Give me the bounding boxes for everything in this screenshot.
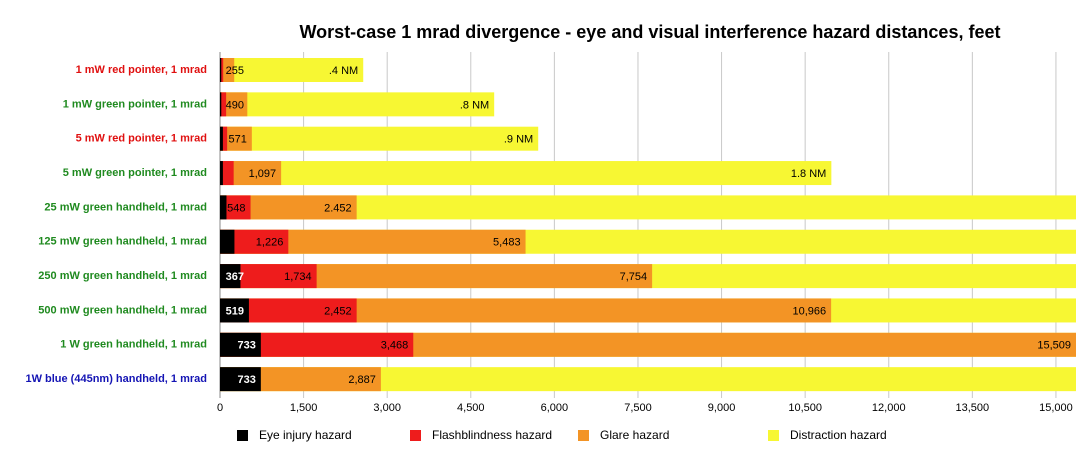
bar bbox=[220, 126, 539, 151]
data-label: 3,468 bbox=[381, 340, 409, 352]
legend-swatch bbox=[768, 430, 779, 441]
bar bbox=[220, 161, 832, 186]
data-label: 10,966 bbox=[792, 305, 826, 317]
data-label: .4 NM bbox=[329, 65, 358, 77]
legend-label: Eye injury hazard bbox=[259, 428, 352, 442]
legend-label: Flashblindness hazard bbox=[432, 428, 552, 442]
data-label: 1,097 bbox=[249, 168, 277, 180]
x-tick-label: 3,000 bbox=[373, 402, 401, 414]
data-label: 2,887 bbox=[348, 374, 376, 386]
data-label: .9 NM bbox=[504, 134, 533, 146]
data-label: 733 bbox=[237, 340, 255, 352]
bar bbox=[220, 58, 235, 82]
data-label: .8 NM bbox=[460, 99, 489, 111]
x-tick-label: 6,000 bbox=[541, 402, 569, 414]
bar bbox=[220, 367, 261, 392]
bar bbox=[220, 195, 227, 220]
bar bbox=[220, 332, 261, 357]
category-label: 1 mW green pointer, 1 mrad bbox=[63, 98, 207, 110]
bar bbox=[220, 58, 364, 82]
bar bbox=[220, 298, 249, 323]
data-label: 490 bbox=[226, 99, 244, 111]
data-label: 1,226 bbox=[256, 237, 284, 249]
x-tick-label: 4,500 bbox=[457, 402, 485, 414]
bar bbox=[220, 229, 235, 254]
plot-area bbox=[220, 58, 1076, 392]
category-label: 1 mW red pointer, 1 mrad bbox=[76, 64, 207, 76]
data-label: 5,483 bbox=[493, 237, 521, 249]
category-label: 5 mW red pointer, 1 mrad bbox=[76, 133, 207, 145]
category-label: 1 W green handheld, 1 mrad bbox=[60, 339, 207, 351]
x-tick-label: 9,000 bbox=[708, 402, 736, 414]
bar bbox=[220, 92, 227, 117]
bar bbox=[220, 264, 241, 289]
category-label: 125 mW green handheld, 1 mrad bbox=[38, 236, 207, 248]
data-label: 548 bbox=[227, 202, 245, 214]
x-tick-label: 15,000 bbox=[1039, 402, 1073, 414]
bar bbox=[220, 161, 234, 186]
legend-swatch bbox=[237, 430, 248, 441]
data-label: 1,734 bbox=[284, 271, 312, 283]
legend-label: Glare hazard bbox=[600, 428, 669, 442]
x-tick-label: 12,000 bbox=[872, 402, 906, 414]
category-label: 500 mW green handheld, 1 mrad bbox=[38, 304, 207, 316]
data-label: 2,452 bbox=[324, 305, 352, 317]
data-label: 571 bbox=[228, 134, 246, 146]
bar bbox=[220, 126, 223, 151]
data-label: 7,754 bbox=[620, 271, 648, 283]
category-label: 1W blue (445nm) handheld, 1 mrad bbox=[25, 373, 207, 385]
category-label: 250 mW green handheld, 1 mrad bbox=[38, 270, 207, 282]
x-tick-label: 0 bbox=[217, 402, 223, 414]
data-label: 2.452 bbox=[324, 202, 352, 214]
bar bbox=[220, 92, 495, 117]
legend-swatch bbox=[410, 430, 421, 441]
legend-swatch bbox=[578, 430, 589, 441]
bar bbox=[220, 58, 224, 82]
x-tick-label: 7,500 bbox=[624, 402, 652, 414]
bar bbox=[220, 92, 222, 117]
data-label: 367 bbox=[226, 271, 244, 283]
data-label: 15,509 bbox=[1037, 340, 1071, 352]
x-tick-label: 10,500 bbox=[788, 402, 822, 414]
data-label: 519 bbox=[226, 305, 244, 317]
bar bbox=[220, 161, 223, 186]
x-tick-label: 13,500 bbox=[956, 402, 990, 414]
category-label: 5 mW green pointer, 1 mrad bbox=[63, 167, 207, 179]
data-label: 255 bbox=[226, 65, 244, 77]
data-label: 733 bbox=[237, 374, 255, 386]
x-tick-label: 1,500 bbox=[290, 402, 318, 414]
category-label: 25 mW green handheld, 1 mrad bbox=[44, 201, 207, 213]
bar bbox=[220, 58, 222, 82]
legend-label: Distraction hazard bbox=[790, 428, 887, 442]
bar bbox=[220, 195, 1076, 220]
bar bbox=[220, 126, 228, 151]
data-label: 1.8 NM bbox=[791, 168, 826, 180]
chart-title: Worst-case 1 mrad divergence - eye and v… bbox=[300, 22, 1001, 42]
